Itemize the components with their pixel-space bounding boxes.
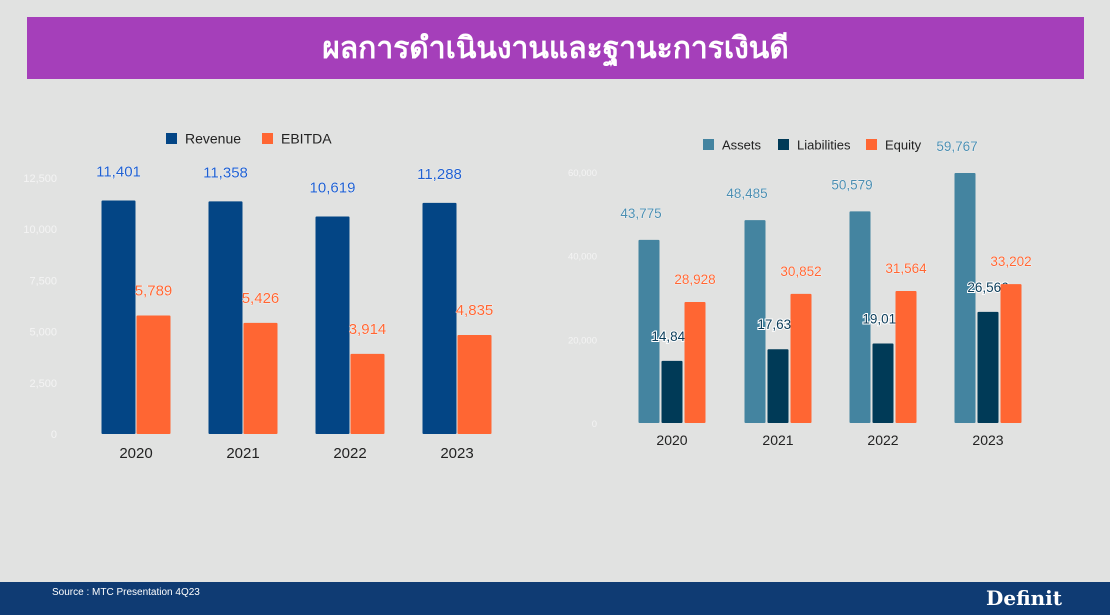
x-tick-label: 2020 <box>119 445 152 462</box>
y-tick-label: 10,000 <box>23 224 57 236</box>
y-tick-label: 7,500 <box>29 275 57 287</box>
data-label: 19,015 <box>862 311 903 326</box>
x-tick-label: 2022 <box>867 432 898 448</box>
bar-assets <box>849 211 871 423</box>
footer: Source : MTC Presentation 4Q23 Definit <box>0 582 1110 615</box>
y-tick-label: 60,000 <box>568 168 597 179</box>
data-label: 59,767 <box>936 139 977 154</box>
legend-label: Liabilities <box>797 138 851 153</box>
bar-revenue <box>422 202 457 434</box>
legend-label: Equity <box>885 138 922 153</box>
y-tick-label: 0 <box>51 429 57 441</box>
data-label: 3,914 <box>349 321 387 338</box>
bar-liabilities <box>977 311 999 423</box>
data-label: 11,401 <box>96 164 141 181</box>
title-banner: ผลการดำเนินงานและฐานะการเงินดี <box>27 17 1084 79</box>
bar-liabilities <box>872 343 894 423</box>
data-label: 43,775 <box>620 206 661 221</box>
legend-swatch-ebitda <box>262 133 273 144</box>
y-tick-label: 12,500 <box>23 173 57 185</box>
charts: 0 2,500 5,000 7,500 10,000 12,500 Revenue 11,40… <box>23 131 1032 463</box>
data-label: 30,852 <box>780 264 821 279</box>
data-label: 5,426 <box>242 290 280 307</box>
definit-logo: Definit <box>986 586 1062 610</box>
bar-ebitda <box>243 322 278 434</box>
data-label: 10,619 <box>310 180 356 197</box>
bar-assets <box>954 172 976 423</box>
legend-swatch-assets <box>703 139 714 150</box>
x-tick-label: 2021 <box>226 445 259 462</box>
y-tick-label: 5,000 <box>29 327 57 339</box>
y-tick-label: 20,000 <box>568 335 597 346</box>
data-label: 5,789 <box>135 282 173 299</box>
bar-equity <box>1000 284 1022 423</box>
bar-ebitda <box>457 334 492 434</box>
y-tick-label: 40,000 <box>568 252 597 263</box>
bar-equity <box>684 301 706 423</box>
page-title: ผลการดำเนินงานและฐานะการเงินดี <box>322 30 789 66</box>
data-label: 17,634 <box>757 317 799 332</box>
bar-assets <box>638 239 660 423</box>
bar-liabilities <box>767 349 789 423</box>
legend-swatch-liabilities <box>778 139 789 150</box>
bar-equity <box>790 293 812 423</box>
bar-equity <box>895 290 917 423</box>
data-label: 11,358 <box>203 164 248 181</box>
legend-label: EBITDA <box>281 131 332 147</box>
bar-revenue <box>101 200 136 434</box>
data-label: 33,202 <box>990 254 1031 269</box>
data-label: 31,564 <box>885 261 927 276</box>
data-label: 4,835 <box>456 302 494 319</box>
bar-ebitda <box>350 353 385 434</box>
data-label: 11,288 <box>417 166 462 183</box>
x-tick-label: 2022 <box>333 445 366 462</box>
data-label: 48,485 <box>726 186 767 201</box>
x-tick-label: 2023 <box>440 445 473 462</box>
legend-swatch-revenue <box>166 133 177 144</box>
bar-assets <box>744 220 766 423</box>
bar-revenue <box>315 216 350 434</box>
data-label: 50,579 <box>831 177 872 192</box>
source-note: Source : MTC Presentation 4Q23 <box>52 587 200 598</box>
data-label: 28,928 <box>674 272 715 287</box>
bar-ebitda <box>136 315 171 434</box>
bar-revenue <box>208 201 243 434</box>
legend-swatch-equity <box>866 139 877 150</box>
x-tick-label: 2020 <box>656 432 687 448</box>
data-label: 14,847 <box>651 329 692 344</box>
y-tick-label: 0 <box>592 419 597 430</box>
y-tick-label: 2,500 <box>29 378 57 390</box>
legend-label: Assets <box>722 138 762 153</box>
x-tick-label: 2023 <box>972 432 1003 448</box>
bar-liabilities <box>661 360 683 423</box>
data-label: 26,566 <box>967 280 1008 295</box>
x-tick-label: 2021 <box>762 432 793 448</box>
legend-label: Revenue <box>185 131 241 147</box>
